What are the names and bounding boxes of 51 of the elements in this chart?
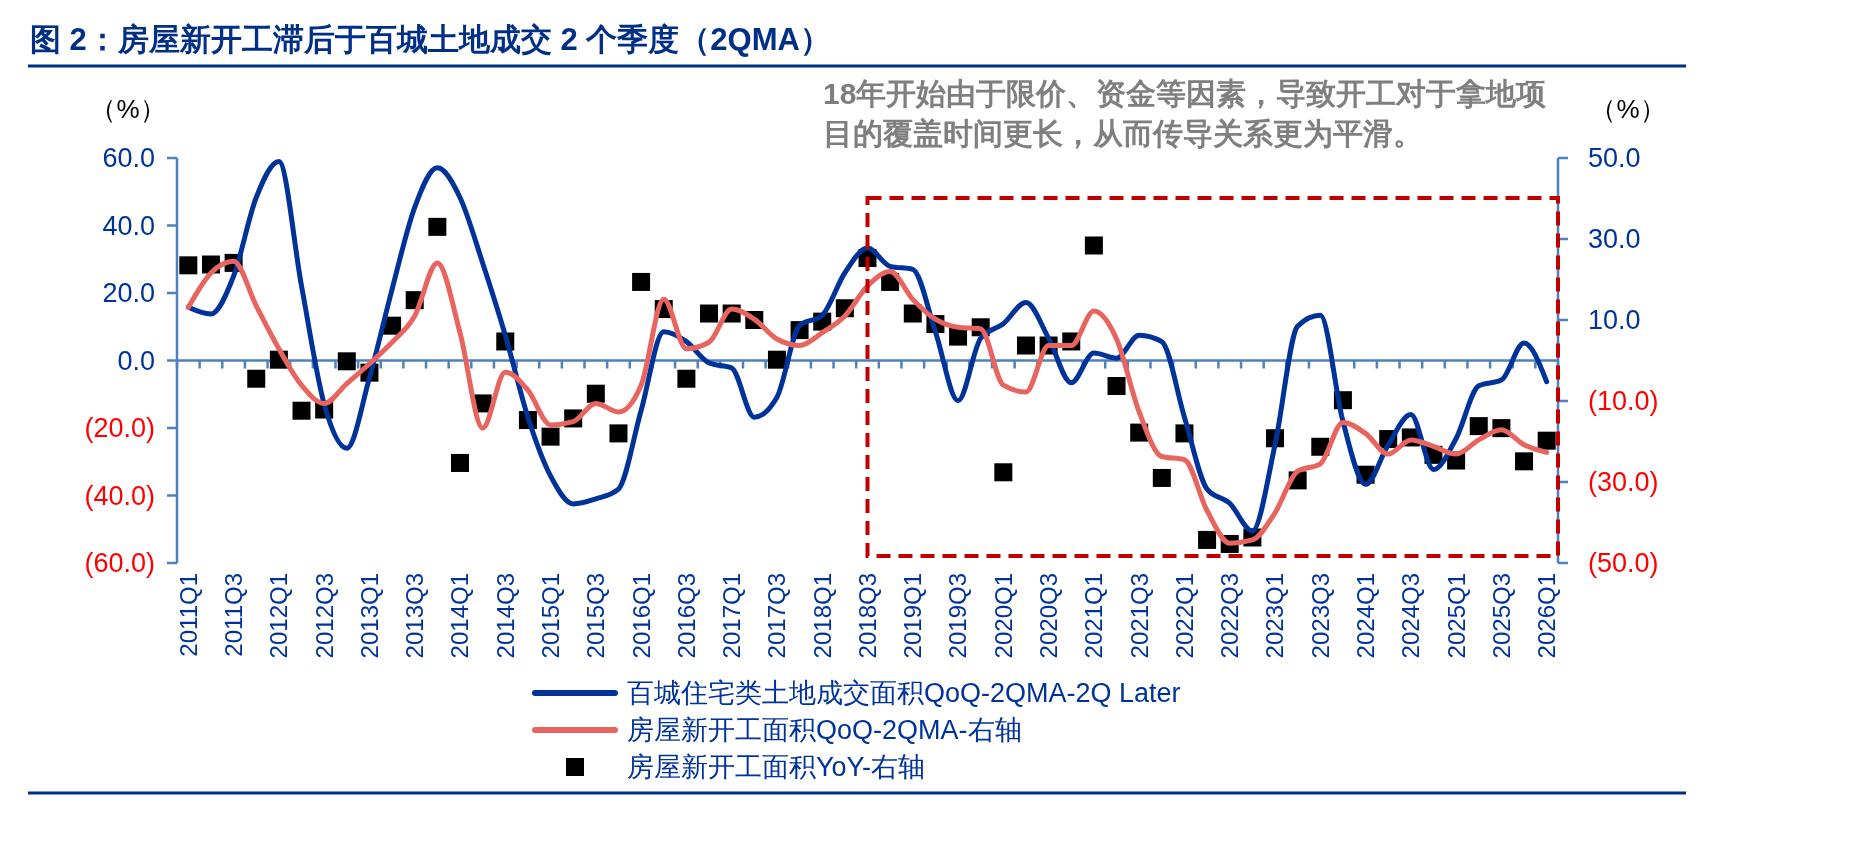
x-tick-label: 2012Q1 — [265, 573, 293, 659]
x-tick-label: 2018Q1 — [808, 573, 836, 659]
y-tick-label: 40.0 — [102, 210, 155, 241]
x-tick-label: 2011Q1 — [174, 573, 202, 657]
x-tick-label: 2017Q1 — [718, 573, 746, 659]
x-tick-label: 2014Q1 — [446, 573, 474, 659]
chart-title: 图 2：房屋新开工滞后于百城土地成交 2 个季度（2QMA） — [30, 22, 831, 57]
y2-tick-label: 10.0 — [1588, 305, 1641, 336]
y2-tick-label: 30.0 — [1588, 224, 1641, 255]
y-tick-label: (60.0) — [84, 548, 155, 579]
legend-label: 百城住宅类土地成交面积QoQ-2QMA-2Q Later — [627, 678, 1181, 709]
x-tick-label: 2016Q3 — [672, 573, 700, 659]
y-tick-label: (20.0) — [84, 413, 155, 444]
x-tick-label: 2022Q3 — [1216, 573, 1244, 659]
x-tick-label: 2021Q1 — [1080, 573, 1108, 659]
y-tick-label: 60.0 — [102, 143, 155, 174]
y-tick-label: 20.0 — [102, 278, 155, 309]
x-tick-label: 2022Q1 — [1170, 573, 1198, 659]
x-tick-label: 2015Q1 — [536, 573, 564, 659]
x-tick-label: 2020Q3 — [1035, 573, 1063, 659]
legend-label: 房屋新开工面积QoQ-2QMA-右轴 — [627, 715, 1022, 746]
x-tick-label: 2019Q3 — [944, 573, 972, 659]
x-tick-label: 2021Q3 — [1125, 573, 1153, 659]
y2-tick-label: (50.0) — [1588, 548, 1659, 579]
y-axis-title: （%） — [90, 94, 166, 124]
x-tick-label: 2020Q1 — [989, 573, 1017, 659]
x-tick-label: 2019Q1 — [899, 573, 927, 659]
y2-axis-title: （%） — [1590, 94, 1666, 124]
y2-tick-label: (10.0) — [1588, 386, 1659, 417]
x-tick-label: 2013Q3 — [401, 573, 429, 659]
x-tick-label: 2012Q3 — [310, 573, 338, 659]
x-tick-label: 2018Q3 — [853, 573, 881, 659]
y-tick-label: 0.0 — [117, 345, 155, 376]
x-tick-label: 2013Q1 — [355, 573, 383, 659]
x-tick-label: 2017Q3 — [763, 573, 791, 659]
legend-label: 房屋新开工面积YoY-右轴 — [627, 752, 926, 783]
x-tick-label: 2025Q3 — [1487, 573, 1515, 659]
y-tick-label: (40.0) — [84, 480, 155, 511]
x-tick-label: 2015Q3 — [582, 573, 610, 659]
x-tick-label: 2024Q1 — [1351, 573, 1379, 659]
x-tick-label: 2014Q3 — [491, 573, 519, 659]
x-tick-label: 2023Q3 — [1306, 573, 1334, 659]
x-tick-label: 2011Q3 — [220, 573, 247, 657]
x-tick-label: 2024Q3 — [1397, 573, 1425, 659]
text: 18年开始由于限价、资金等因素，导致开工对于拿地项目的覆盖时间更长，从而传导关系更为平滑。 — [823, 76, 1548, 152]
x-tick-label: 2025Q1 — [1442, 573, 1470, 659]
x-tick-label: 2016Q1 — [627, 573, 655, 659]
y2-tick-label: 50.0 — [1588, 143, 1641, 174]
x-tick-label: 2023Q1 — [1261, 573, 1289, 659]
y2-tick-label: (30.0) — [1588, 467, 1659, 498]
x-tick-label: 2026Q1 — [1533, 573, 1561, 659]
